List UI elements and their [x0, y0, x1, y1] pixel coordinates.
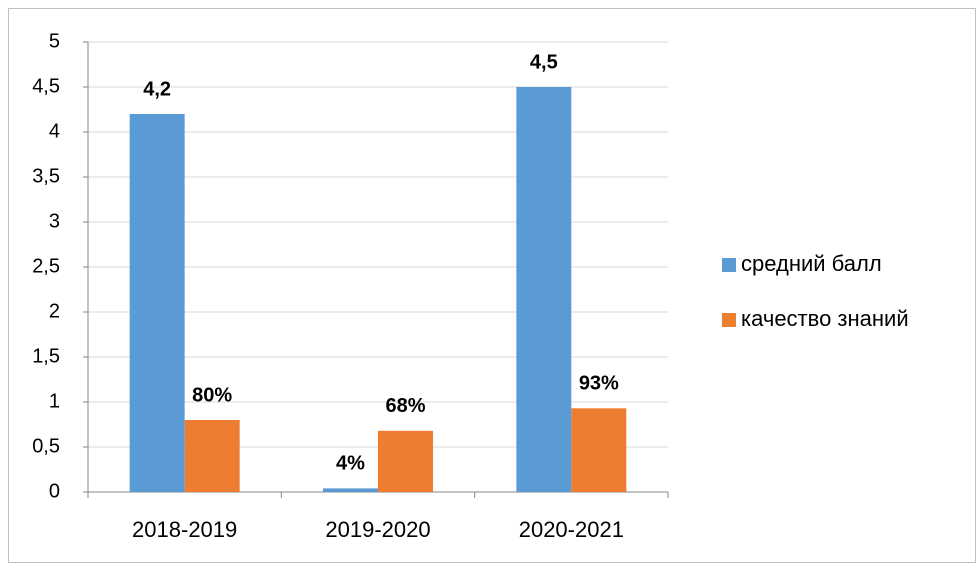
y-tick-label: 2,5 [32, 255, 60, 277]
y-tick-label: 1,5 [32, 345, 60, 367]
bar [129, 114, 185, 492]
y-tick-label: 1 [49, 390, 60, 412]
bar [378, 430, 433, 492]
data-label: 4% [336, 453, 365, 475]
legend-swatch [722, 258, 736, 272]
legend-label: средний балл [741, 251, 882, 276]
y-tick-label: 4,5 [32, 75, 60, 97]
bar [571, 408, 627, 492]
x-tick-label: 2018-2019 [132, 517, 237, 542]
data-label: 68% [385, 395, 425, 417]
data-label: 4,2 [143, 78, 171, 100]
y-tick-label: 0,5 [32, 435, 60, 457]
x-tick-label: 2019-2020 [325, 517, 430, 542]
legend-swatch [722, 313, 736, 327]
bar [516, 87, 572, 492]
legend-label: качество знаний [741, 306, 909, 331]
y-tick-label: 4 [49, 120, 60, 142]
data-label: 93% [579, 373, 619, 395]
x-tick-label: 2020-2021 [519, 517, 624, 542]
y-tick-label: 5 [49, 30, 60, 52]
y-tick-label: 3 [49, 210, 60, 232]
data-label: 4,5 [530, 51, 558, 73]
y-tick-label: 3,5 [32, 165, 60, 187]
bar [323, 488, 378, 492]
y-tick-label: 2 [49, 300, 60, 322]
bar [184, 420, 240, 492]
data-label: 80% [192, 384, 232, 406]
y-tick-label: 0 [49, 480, 60, 502]
